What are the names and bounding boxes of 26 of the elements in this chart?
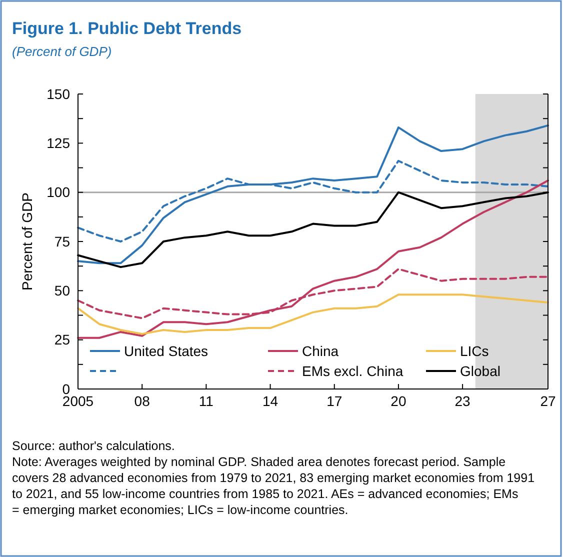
x-tick-label: 14 xyxy=(262,393,278,409)
x-tick-label: 08 xyxy=(134,393,150,409)
line-series xyxy=(77,294,549,335)
y-tick-label: 25 xyxy=(54,332,70,348)
line-series xyxy=(77,180,549,339)
y-axis-title: Percent of GDP xyxy=(19,192,35,291)
chart-title: Figure 1. Public Debt Trends xyxy=(12,19,242,38)
legend-label: LICs xyxy=(460,342,489,359)
line-series xyxy=(77,124,549,264)
x-tick-label: 11 xyxy=(198,393,214,409)
source-note: Source: author's calculations. xyxy=(12,439,175,453)
y-tick-label: 125 xyxy=(46,135,70,152)
y-tick-label: 75 xyxy=(54,233,70,250)
text: Note: Averages weighted by nominal GDP. Shaded area denotes forecast period. Sample covers 28 advanced economies from 1979 to 2021, 83 emerging market economies from 1991 to 2021, and 55 low-income countries from 1985 to 2021. AEs = advanced economies; EMs = emerging market economies; LICs = low-income countries. xyxy=(12,455,535,517)
x-tick-label: 20 xyxy=(390,393,406,409)
legend-label: Global xyxy=(460,362,500,379)
x-tick-label: 27 xyxy=(540,393,556,409)
y-tick-label: 50 xyxy=(54,282,70,299)
legend-label: China xyxy=(302,342,339,359)
legend-label: EMs excl. China xyxy=(302,362,404,379)
legend-label: United States xyxy=(124,342,208,359)
y-tick-label: 100 xyxy=(46,184,70,200)
chart-subtitle: (Percent of GDP) xyxy=(12,44,112,59)
x-tick-label: 17 xyxy=(326,393,342,409)
y-tick-label: 150 xyxy=(46,86,70,102)
x-tick-label: 23 xyxy=(454,393,471,409)
